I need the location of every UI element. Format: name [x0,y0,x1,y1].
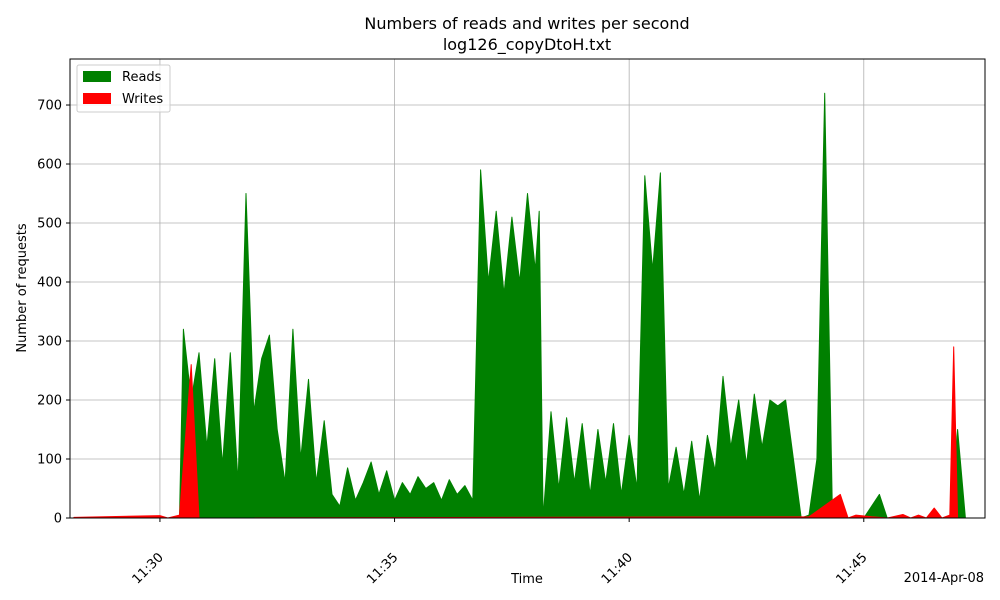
y-tick-label: 200 [37,394,62,409]
legend-label-writes: Writes [122,92,163,107]
y-tick-label: 700 [37,99,62,114]
chart-title: Numbers of reads and writes per second [364,14,689,33]
y-tick-label: 500 [37,217,62,232]
area-reads [73,92,966,519]
y-tick-label: 400 [37,276,62,291]
x-tick-label: 11:45 [834,550,871,587]
x-tick-label: 11:30 [130,550,167,587]
x-tick-label: 11:40 [599,550,636,587]
date-offset-label: 2014-Apr-08 [904,571,984,586]
y-tick-label: 0 [54,512,62,527]
area-writes [73,346,959,519]
chart-subtitle: log126_copyDtoH.txt [443,35,611,55]
y-tick-label: 300 [37,335,62,350]
legend-swatch-writes [83,93,111,104]
legend-label-reads: Reads [122,70,162,85]
legend: Reads Writes [76,64,171,113]
y-axis-label: Number of requests [15,223,30,352]
plot-frame [69,58,986,519]
y-tick-label: 600 [37,158,62,173]
x-tick-label: 11:35 [364,550,401,587]
x-axis-label: Time [510,572,543,587]
legend-swatch-reads [83,71,111,82]
series-areas [73,92,966,519]
y-tick-label: 100 [37,453,62,468]
